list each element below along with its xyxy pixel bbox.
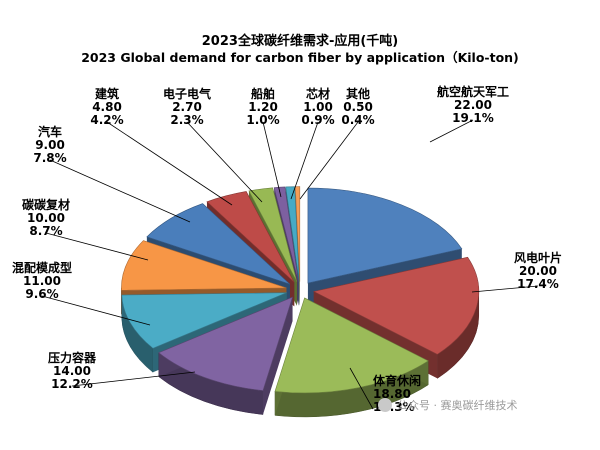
slice-8-top — [206, 191, 295, 283]
slice-6-label: 碳碳复材 10.00 8.7% — [22, 197, 70, 238]
slice-10-label: 船舶 1.20 1.0% — [246, 86, 279, 127]
slice-2-leader — [471, 285, 539, 293]
slice-2-top — [312, 256, 480, 355]
slice-7-label: 汽车 9.00 7.8% — [33, 124, 66, 165]
slice-6-value: 10.00 — [27, 211, 65, 225]
slice-8-label: 建筑 4.80 4.2% — [90, 86, 123, 127]
slice-3-leader — [349, 367, 374, 410]
slice-5-top — [121, 292, 287, 349]
slice-10-percent: 1.0% — [246, 113, 279, 127]
slice-12-value: 0.50 — [343, 100, 373, 114]
slice-9-name: 电子电气 — [163, 86, 211, 101]
slice-1-leader — [429, 119, 474, 143]
slice-6-name: 碳碳复材 — [22, 197, 70, 212]
slice-1-percent: 19.1% — [452, 111, 494, 125]
slice-3-value: 18.80 — [373, 387, 411, 401]
slice-8-leader — [106, 121, 233, 206]
slice-9-top — [248, 187, 298, 282]
slice-11-top — [285, 186, 300, 282]
slice-5-leader — [41, 295, 151, 326]
slice-9-leader — [186, 121, 263, 203]
slice-5-name: 混配模成型 — [12, 260, 72, 275]
slice-11-name: 芯材 — [306, 86, 330, 101]
slice-7-name: 汽车 — [38, 124, 62, 139]
slice-5-value: 11.00 — [23, 274, 61, 288]
slice-4-value: 14.00 — [53, 364, 91, 378]
data-labels: 航空航天军工 22.00 19.1% 风电叶片 20.00 17.4% 体育休闲 18.80 1… — [12, 84, 562, 414]
slice-2-percent: 17.4% — [517, 277, 559, 291]
chart-title: 2023全球碳纤维需求-应用(千吨) — [202, 33, 398, 49]
slice-11-value: 1.00 — [303, 100, 333, 114]
slice-10-top — [273, 186, 299, 282]
chart-subtitle: 2023 Global demand for carbon fiber by a… — [81, 50, 519, 65]
slice-2-name: 风电叶片 — [514, 250, 562, 265]
slice-5-percent: 9.6% — [25, 287, 58, 301]
slice-4-label: 压力容器 14.00 12.2% — [48, 350, 97, 391]
slice-10-value: 1.20 — [248, 100, 278, 114]
slice-4-top — [158, 296, 294, 391]
slice-7-leader — [49, 159, 191, 223]
slice-5-label: 混配模成型 11.00 9.6% — [12, 260, 72, 301]
slice-9-value: 2.70 — [172, 100, 202, 114]
slice-6-leader — [45, 232, 149, 261]
slice-12-name: 其他 — [346, 86, 370, 101]
slice-11-percent: 0.9% — [301, 113, 334, 127]
watermark-text: 公众号 · 赛奥碳纤维技术 — [397, 398, 518, 412]
slice-7-percent: 7.8% — [33, 151, 66, 165]
slice-4-name: 压力容器 — [48, 350, 97, 365]
slices-layer — [121, 186, 480, 418]
slice-10-name: 船舶 — [251, 86, 275, 101]
slice-11-label: 芯材 1.00 0.9% — [301, 86, 334, 127]
slice-2-label: 风电叶片 20.00 17.4% — [514, 250, 562, 291]
slice-8-value: 4.80 — [92, 100, 122, 114]
slice-4-leader — [71, 371, 196, 387]
slice-6-percent: 8.7% — [29, 224, 62, 238]
slice-10-leader — [262, 121, 282, 198]
slice-8-name: 建筑 — [94, 86, 119, 101]
slice-9-label: 电子电气 2.70 2.3% — [163, 86, 211, 127]
slice-8-percent: 4.2% — [90, 113, 123, 127]
slice-9-percent: 2.3% — [170, 113, 203, 127]
slice-7-value: 9.00 — [35, 138, 65, 152]
slice-1-value: 22.00 — [454, 98, 492, 112]
slice-1-top — [307, 187, 463, 284]
leader-lines — [41, 119, 539, 410]
slice-12-label: 其他 0.50 0.4% — [341, 86, 374, 127]
slice-3-name: 体育休闲 — [373, 373, 421, 388]
slice-1-label: 航空航天军工 22.00 19.1% — [437, 84, 509, 125]
slice-4-percent: 12.2% — [51, 377, 93, 391]
slice-11-leader — [290, 121, 319, 200]
watermark: 公众号 · 赛奥碳纤维技术 — [378, 398, 518, 412]
slice-12-percent: 0.4% — [341, 113, 374, 127]
wechat-icon — [378, 398, 392, 412]
slice-6-top — [121, 240, 287, 291]
slice-3-top — [274, 297, 429, 394]
slice-4-wall-start — [262, 297, 293, 415]
slice-12-leader — [299, 121, 359, 200]
slice-2-value: 20.00 — [519, 264, 557, 278]
slice-1-name: 航空航天军工 — [437, 84, 509, 99]
slice-7-top — [146, 203, 291, 285]
